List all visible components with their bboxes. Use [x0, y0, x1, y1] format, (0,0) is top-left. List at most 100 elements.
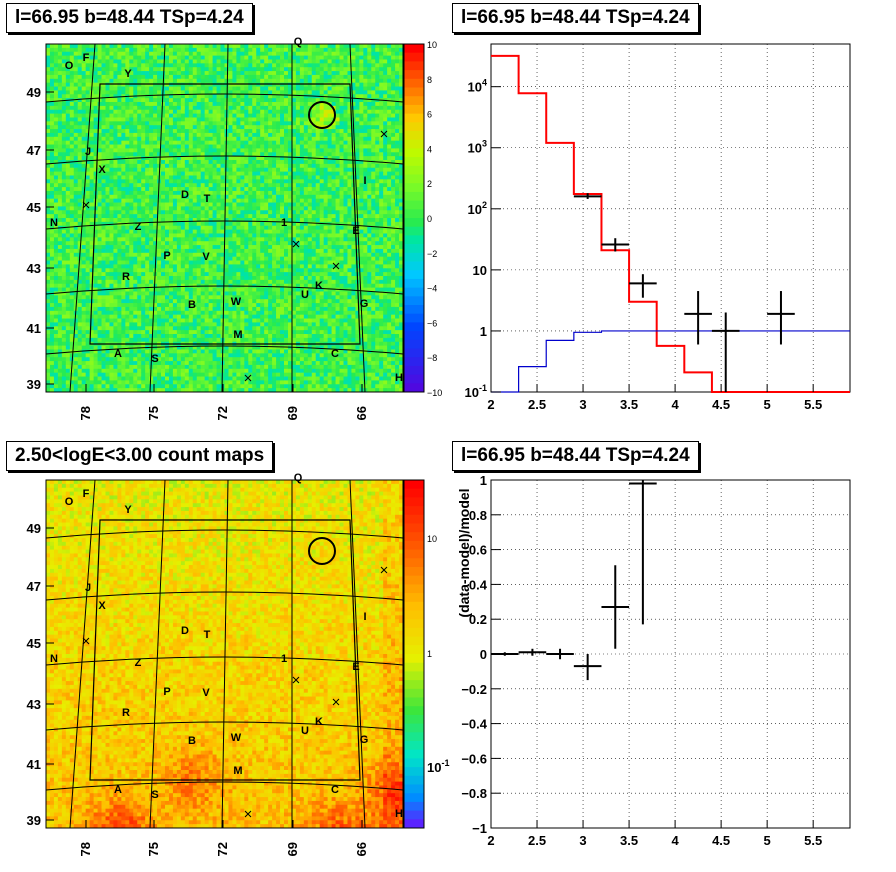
ts-map-colorbar-tick: 0 [427, 214, 432, 224]
spectrum-x-tick: 3.5 [620, 397, 638, 412]
ts-map-title: l=66.95 b=48.44 TSp=4.24 [6, 3, 253, 33]
count-map-y-tick: 41 [27, 757, 41, 772]
ts-map-label: W [231, 296, 242, 308]
background-step-line [491, 331, 850, 392]
spectrum-data-point [712, 313, 740, 392]
count-map-label: Y [124, 504, 132, 516]
count-map-y-tick: 49 [27, 521, 41, 536]
count-map-label: X [98, 600, 106, 612]
spectrum-x-tick: 4 [671, 397, 679, 412]
spectrum-y-tick: 102 [468, 200, 487, 217]
count-map-label: 1 [281, 653, 287, 665]
residuals-x-tick: 5 [764, 833, 771, 848]
ts-map-label: H [395, 372, 403, 384]
residuals-plot: 2 2.5 3 3.5 4 4.5 5 5.510.80.60.40.20−0.2−0.4−0… [456, 473, 850, 848]
ts-map-label: P [163, 250, 170, 262]
ts-map-x-tick: 72 [215, 406, 230, 420]
residuals-title: l=66.95 b=48.44 TSp=4.24 [452, 441, 699, 471]
residuals-x-tick: 4.5 [712, 833, 730, 848]
count-map-label: C [331, 784, 339, 796]
ts-map-colorbar-tick: 4 [427, 144, 432, 154]
ts-map-label: S [151, 353, 158, 365]
ts-map-colorbar-tick: 6 [427, 110, 432, 120]
ts-map-label: O [65, 60, 74, 72]
ts-map-y-tick: 45 [27, 200, 41, 215]
residuals-y-tick: −0.8 [461, 786, 487, 801]
count-map-title: 2.50<logE<3.00 count maps [6, 441, 273, 471]
residuals-grid [491, 480, 850, 828]
count-map-label: A [114, 784, 122, 796]
count-map-label: R [122, 707, 130, 719]
ts-map-label: M [233, 329, 242, 341]
spectrum-y-tick: 10-1 [465, 383, 487, 400]
ts-map-label: 1 [281, 217, 287, 229]
count-map-label: V [202, 687, 210, 699]
count-map-colorbar-tick: 1 [427, 649, 432, 659]
ts-map-colorbar-tick: 8 [427, 75, 432, 85]
residuals-y-tick: −1 [472, 821, 487, 836]
residual-data-point [574, 654, 602, 680]
ts-map-label: C [331, 348, 339, 360]
spectrum-x-tick: 5.5 [804, 397, 822, 412]
residuals-y-tick: −0.4 [461, 717, 487, 732]
residuals-x-tick: 5.5 [804, 833, 822, 848]
residuals-frame [491, 480, 850, 828]
count-map-label: Q [294, 472, 303, 484]
ts-map-colorbar-tick: 10 [427, 40, 437, 50]
residuals-x-tick: 3.5 [620, 833, 638, 848]
ts-map-label: B [188, 299, 196, 311]
ts-map-colorbar-tick: 2 [427, 179, 432, 189]
spectrum-x-tick: 4.5 [712, 397, 730, 412]
ts-map-label: Y [124, 68, 132, 80]
ts-map-label: A [114, 348, 122, 360]
ts-map-x-tick: 75 [146, 406, 161, 420]
count-map-label: G [360, 734, 369, 746]
residuals-y-tick: −0.6 [461, 751, 487, 766]
ts-map-x-tick: 69 [285, 406, 300, 420]
count-map-label: M [233, 765, 242, 777]
residual-data-point [519, 649, 547, 656]
count-map-label: H [395, 808, 403, 820]
ts-map-y-tick: 41 [27, 321, 41, 336]
count-map-x-tick: 75 [146, 842, 161, 856]
ts-map-label: J [85, 146, 91, 158]
spectrum-title: l=66.95 b=48.44 TSp=4.24 [452, 3, 699, 33]
count-map-label: F [83, 488, 90, 500]
count-map-colorbar-tick: 10-1 [427, 758, 449, 775]
ts-map-label: I [363, 175, 366, 187]
ts-map-colorbar-tick: −4 [427, 284, 437, 294]
ts-map-y-tick: 49 [27, 85, 41, 100]
ts-map-x-tick: 66 [354, 406, 369, 420]
spectrum-y-tick: 1 [480, 324, 487, 339]
count-map-label: Z [135, 657, 142, 669]
spectrum-x-tick: 2 [487, 397, 494, 412]
ts-map-colorbar-tick: −2 [427, 249, 437, 259]
ts-map-label: R [122, 271, 130, 283]
ts-map-label: D [181, 189, 189, 201]
spectrum-data-point [629, 274, 657, 298]
count-map-label: P [163, 686, 170, 698]
count-map-label: K [315, 716, 323, 728]
residuals-y-tick: 0 [480, 647, 487, 662]
ts-map-colorbar-tick: −10 [427, 388, 442, 398]
ts-map-label: V [202, 251, 210, 263]
ts-map-x-tick: 78 [78, 406, 93, 420]
residuals-y-tick: −0.2 [461, 682, 487, 697]
spectrum-y-tick: 10 [473, 263, 487, 278]
spectrum-y-tick: 104 [468, 78, 487, 95]
count-map-label: O [65, 496, 74, 508]
count-map-label: N [50, 653, 58, 665]
count-map-label: B [188, 735, 196, 747]
ts-map-label: Q [294, 36, 303, 48]
spectrum-y-tick: 103 [468, 139, 487, 156]
count-map-y-tick: 43 [27, 697, 41, 712]
residual-data-point [629, 480, 657, 624]
count-map-label: T [204, 629, 211, 641]
count-map-y-tick: 45 [27, 636, 41, 651]
ts-map-y-tick: 47 [27, 143, 41, 158]
ts-map-y-tick: 43 [27, 261, 41, 276]
